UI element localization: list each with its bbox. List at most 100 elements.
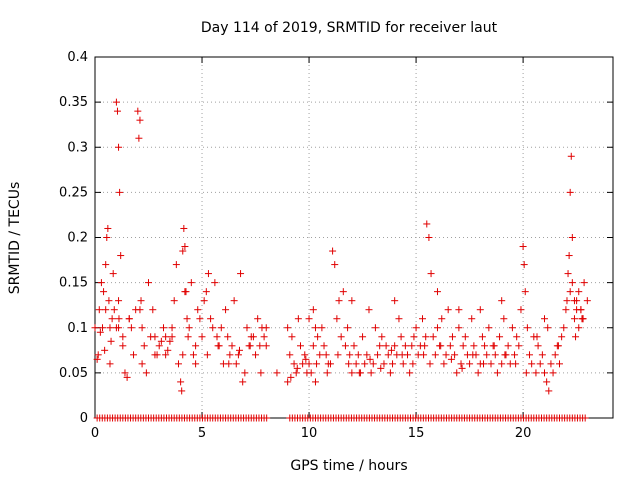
data-point: [469, 351, 477, 359]
data-point: [225, 360, 233, 368]
data-point: [455, 306, 463, 314]
data-point: [151, 333, 159, 341]
data-point: [423, 220, 431, 228]
data-point: [376, 342, 384, 350]
data-point: [329, 247, 337, 255]
data-point: [107, 337, 115, 345]
data-point: [350, 342, 358, 350]
data-point: [458, 364, 466, 372]
data-point: [322, 351, 330, 359]
data-point: [528, 360, 536, 368]
data-point: [168, 333, 176, 341]
data-point: [214, 342, 222, 350]
data-point: [513, 333, 521, 341]
data-point: [523, 324, 531, 332]
data-point: [311, 378, 319, 386]
data-point: [451, 351, 459, 359]
grid: [95, 57, 613, 418]
data-point: [408, 342, 416, 350]
data-point: [560, 324, 568, 332]
data-point: [361, 360, 369, 368]
data-point: [178, 387, 186, 395]
data-point: [100, 288, 108, 296]
data-point: [333, 315, 341, 323]
data-point: [180, 224, 188, 232]
data-point: [427, 270, 435, 278]
data-point: [387, 346, 395, 354]
data-point: [172, 261, 180, 269]
data-point: [287, 373, 295, 381]
data-point: [234, 351, 242, 359]
data-point: [554, 342, 562, 350]
chart-title: Day 114 of 2019, SRMTID for receiver lau…: [201, 20, 498, 36]
data-point: [316, 351, 324, 359]
data-point: [538, 351, 546, 359]
data-point: [179, 351, 187, 359]
data-point: [575, 288, 583, 296]
data-point: [335, 297, 343, 305]
data-point: [425, 234, 433, 241]
data-point: [378, 333, 386, 341]
data-point: [181, 288, 189, 296]
data-point: [429, 333, 437, 341]
data-point: [174, 360, 182, 368]
data-point: [164, 346, 172, 354]
data-point: [168, 324, 176, 332]
data-point: [115, 143, 123, 151]
data-point: [159, 324, 167, 332]
data-point: [348, 297, 356, 305]
data-point: [125, 315, 133, 323]
data-point: [94, 351, 102, 359]
data-point: [563, 297, 571, 305]
data-point: [137, 297, 145, 305]
data-point: [534, 342, 542, 350]
data-point: [213, 333, 221, 341]
data-point: [196, 315, 204, 323]
data-point: [102, 261, 110, 269]
data-point: [395, 315, 403, 323]
data-point: [341, 342, 349, 350]
y-tick-label: 0.2: [67, 231, 88, 246]
data-point: [243, 324, 251, 332]
data-point: [512, 360, 520, 368]
data-point: [339, 288, 347, 296]
data-point: [418, 315, 426, 323]
data-point: [566, 288, 574, 296]
data-point: [508, 324, 516, 332]
data-point: [326, 360, 334, 368]
data-point: [106, 324, 114, 332]
data-point: [384, 351, 392, 359]
data-point: [305, 315, 313, 323]
data-point: [313, 360, 321, 368]
data-point: [519, 243, 527, 251]
data-point: [520, 261, 528, 269]
data-point: [192, 360, 200, 368]
data-point: [170, 297, 178, 305]
data-point: [453, 369, 461, 377]
data-point: [262, 324, 270, 332]
data-point: [198, 333, 206, 341]
data-point: [290, 360, 298, 368]
data-point: [185, 324, 193, 332]
data-point: [355, 369, 363, 377]
data-point: [226, 351, 234, 359]
y-axis-label: SRMTID / TECUs: [7, 182, 23, 295]
data-point: [406, 369, 414, 377]
data-point: [162, 333, 170, 341]
data-point: [138, 324, 146, 332]
data-point: [224, 333, 232, 341]
y-tick-label: 0.35: [59, 95, 88, 110]
data-point: [142, 369, 150, 377]
data-point: [95, 306, 103, 314]
data-point: [217, 324, 225, 332]
data-point: [511, 351, 519, 359]
data-point: [320, 342, 328, 350]
data-point: [257, 369, 265, 377]
data-point: [490, 342, 498, 350]
data-point: [140, 342, 148, 350]
data-point: [296, 342, 304, 350]
data-point: [135, 134, 143, 142]
data-point: [262, 342, 270, 350]
data-point: [109, 270, 117, 278]
